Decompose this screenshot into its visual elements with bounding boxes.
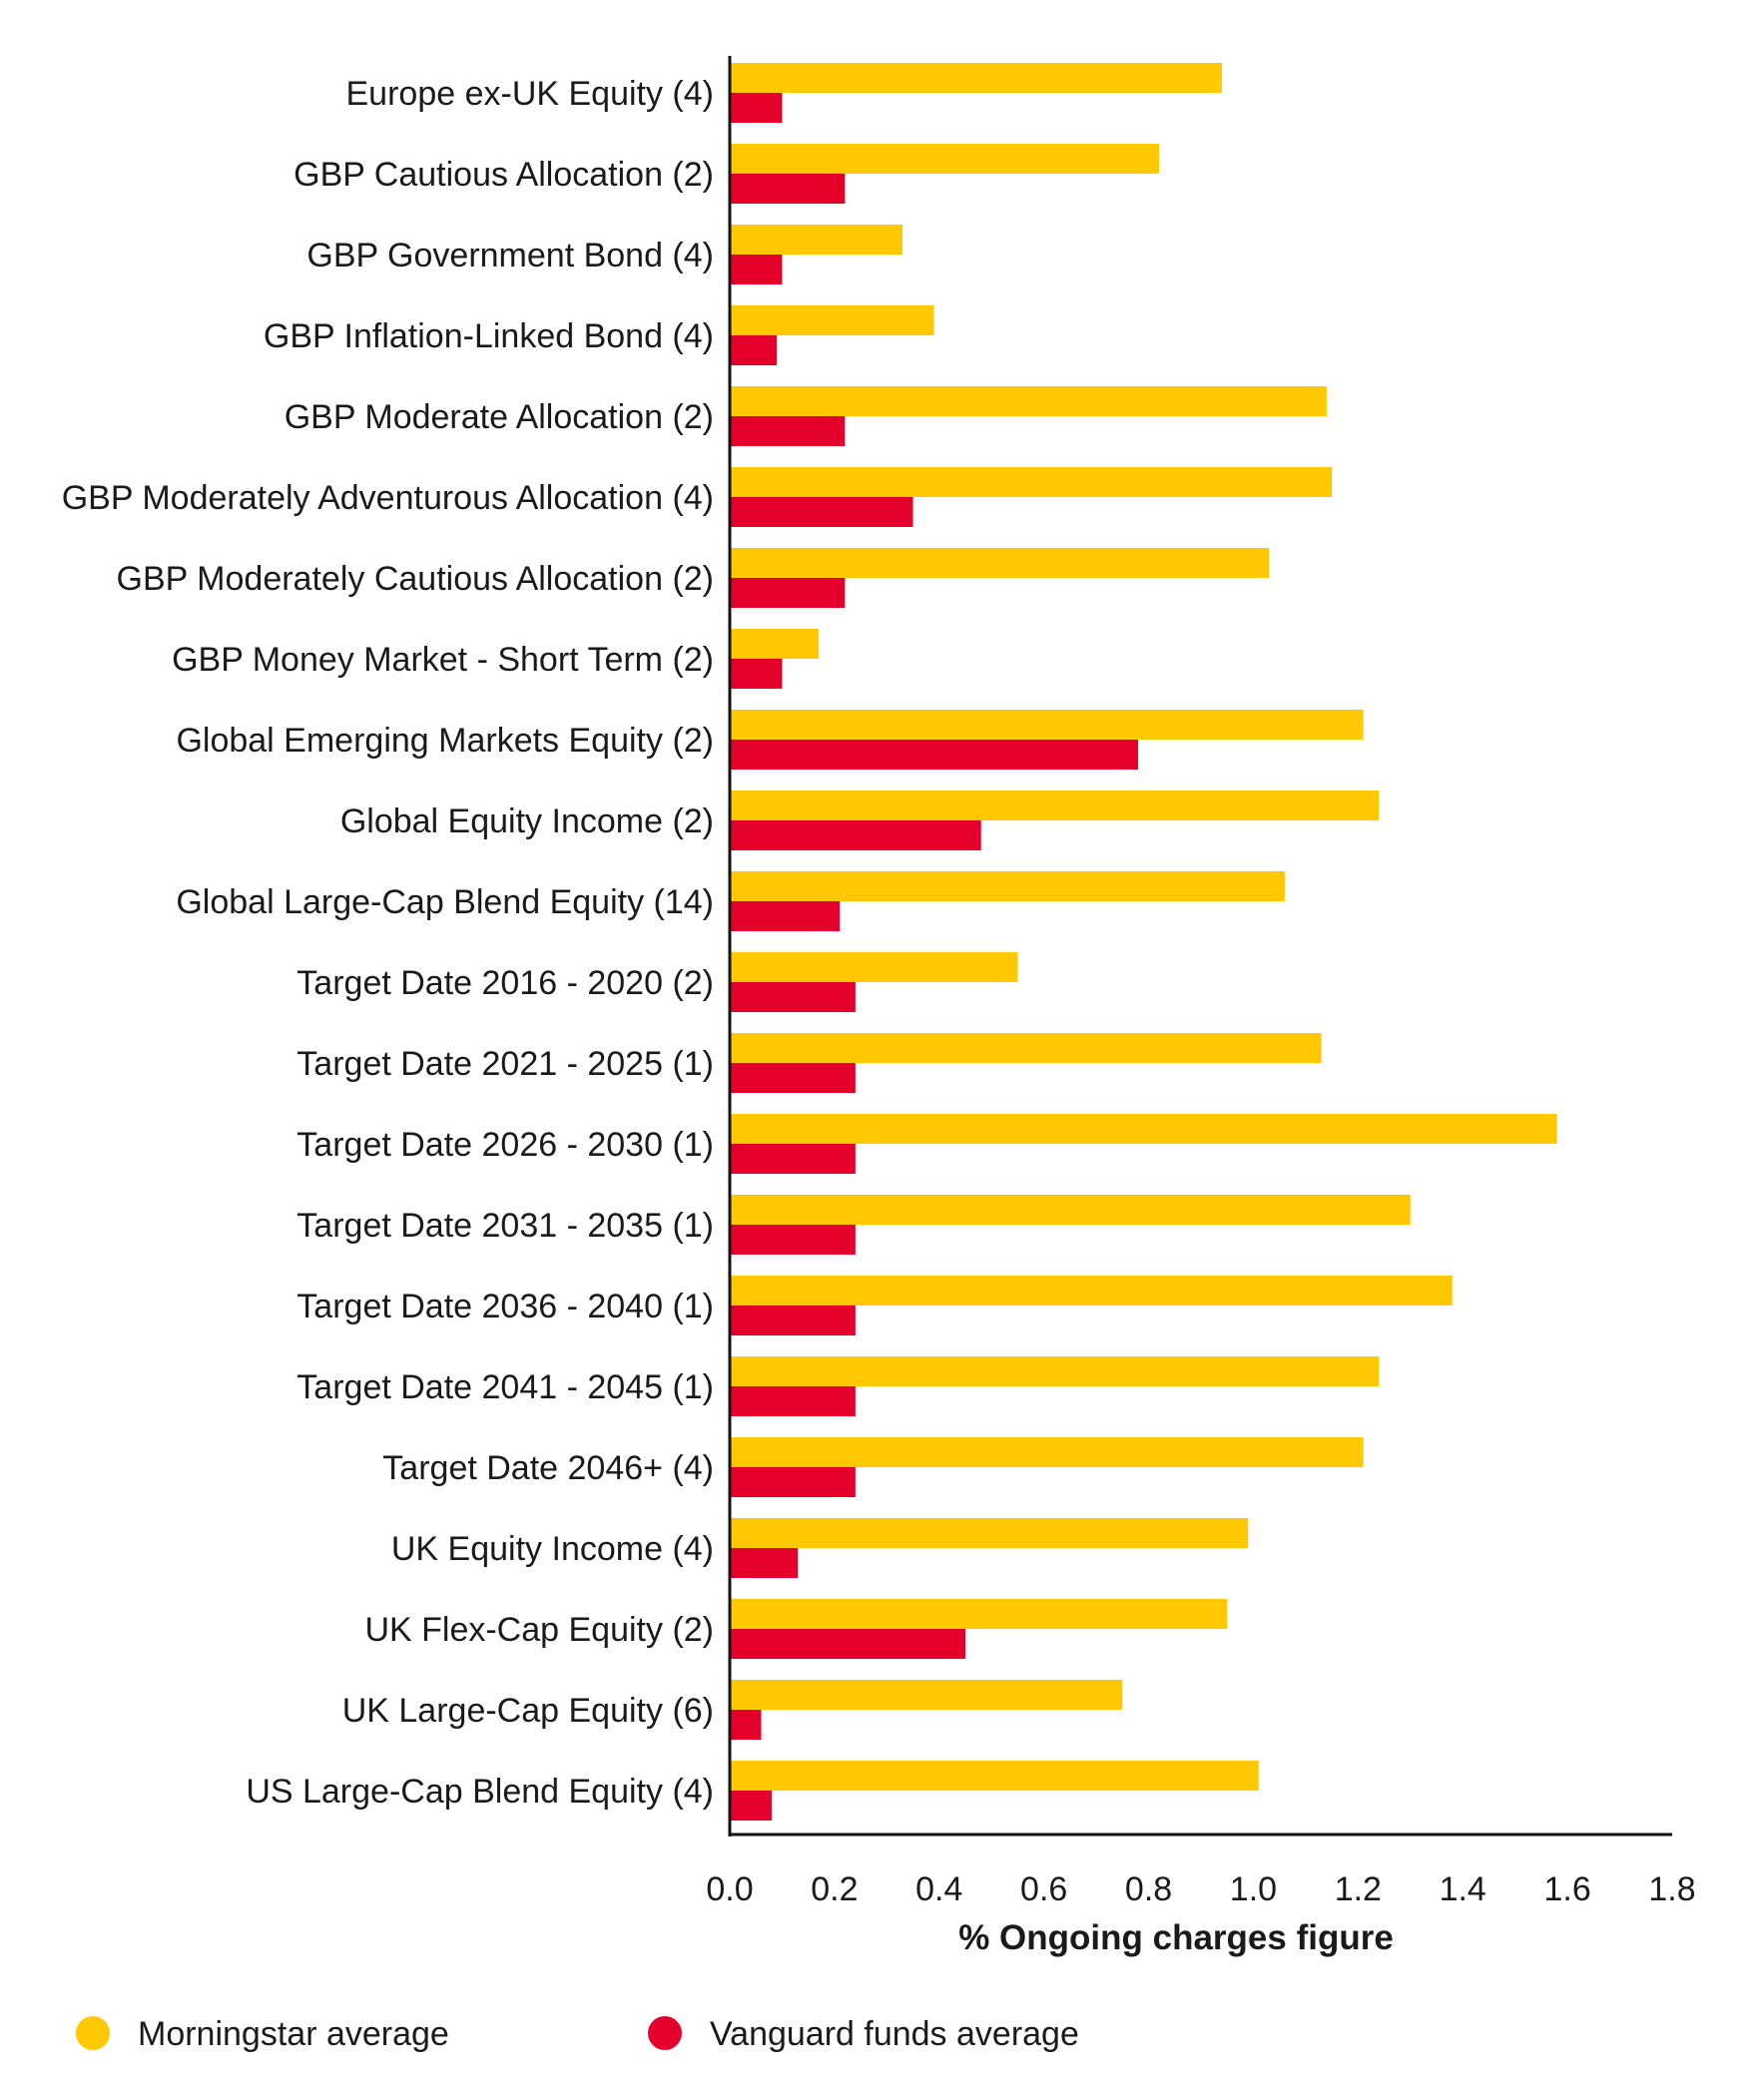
- vanguard-bar: [730, 1386, 856, 1416]
- vanguard-bar: [730, 740, 1139, 770]
- x-tick-label: 1.6: [1543, 1870, 1590, 1908]
- category-label: UK Flex-Cap Equity (2): [364, 1611, 714, 1649]
- vanguard-bar: [730, 1548, 799, 1578]
- category-label: Target Date 2036 - 2040 (1): [296, 1288, 714, 1325]
- axes: [728, 56, 1672, 1837]
- category-labels: Europe ex-UK Equity (4) GBP Cautious Allo…: [62, 75, 714, 1811]
- morningstar-bar: [730, 1276, 1453, 1306]
- category-label: Global Emerging Markets Equity (2): [176, 722, 714, 760]
- legend-label-vanguard: Vanguard funds average: [710, 2015, 1079, 2053]
- x-tick-label: 0.4: [915, 1870, 962, 1908]
- category-label: Target Date 2026 - 2030 (1): [296, 1126, 714, 1164]
- morningstar-bar: [730, 629, 820, 659]
- morningstar-bar: [730, 1680, 1123, 1710]
- morningstar-bar: [730, 1518, 1249, 1548]
- morningstar-bar: [730, 1437, 1364, 1467]
- vanguard-bar: [730, 578, 846, 608]
- x-tick-label: 0.0: [706, 1870, 753, 1908]
- category-label: Global Equity Income (2): [340, 802, 714, 840]
- x-tick-labels: 0.0 0.2 0.4 0.6 0.8 1.0 1.2 1.4 1.6 1.8: [706, 1870, 1695, 1908]
- vanguard-bar: [730, 1710, 762, 1740]
- vanguard-bar: [730, 1225, 856, 1255]
- morningstar-bar: [730, 1195, 1411, 1225]
- category-label: GBP Inflation-Linked Bond (4): [264, 317, 714, 355]
- vanguard-bar: [730, 901, 841, 931]
- x-tick-label: 1.8: [1648, 1870, 1695, 1908]
- category-label: GBP Moderately Cautious Allocation (2): [117, 560, 714, 598]
- category-label: GBP Moderately Adventurous Allocation (4…: [62, 479, 714, 517]
- vanguard-bar: [730, 982, 856, 1012]
- category-label: Target Date 2021 - 2025 (1): [296, 1045, 714, 1083]
- legend-item-vanguard: Vanguard funds average: [648, 2015, 1079, 2053]
- morningstar-bar: [730, 1356, 1380, 1386]
- vanguard-bar: [730, 1144, 856, 1174]
- vanguard-bar: [730, 1063, 856, 1093]
- vanguard-bar: [730, 93, 783, 123]
- morningstar-bar: [730, 144, 1160, 174]
- vanguard-bar: [730, 335, 778, 365]
- morningstar-bar: [730, 548, 1270, 578]
- legend-swatch-morningstar: [76, 2016, 110, 2050]
- category-label: Target Date 2041 - 2045 (1): [296, 1368, 714, 1406]
- category-label: GBP Cautious Allocation (2): [293, 156, 714, 194]
- vanguard-bar: [730, 497, 913, 527]
- category-label: GBP Moderate Allocation (2): [285, 398, 714, 436]
- legend-item-morningstar: Morningstar average: [76, 2015, 449, 2053]
- vanguard-bar: [730, 174, 846, 204]
- vanguard-bar: [730, 820, 981, 850]
- category-label: Target Date 2016 - 2020 (2): [296, 964, 714, 1002]
- morningstar-bar: [730, 1599, 1228, 1629]
- legend-swatch-vanguard: [648, 2016, 682, 2050]
- vanguard-bar: [730, 659, 783, 689]
- category-label: GBP Government Bond (4): [306, 237, 714, 274]
- category-label: UK Equity Income (4): [391, 1530, 714, 1568]
- morningstar-bar: [730, 1114, 1557, 1144]
- category-label: UK Large-Cap Equity (6): [342, 1692, 714, 1730]
- morningstar-bar: [730, 63, 1222, 93]
- bars-layer: [730, 63, 1557, 1821]
- x-tick-label: 1.0: [1230, 1870, 1277, 1908]
- category-label: Target Date 2031 - 2035 (1): [296, 1207, 714, 1245]
- legend-label-morningstar: Morningstar average: [138, 2015, 449, 2053]
- morningstar-bar: [730, 790, 1380, 820]
- morningstar-bar: [730, 710, 1364, 740]
- vanguard-bar: [730, 1467, 856, 1497]
- morningstar-bar: [730, 225, 903, 255]
- morningstar-bar: [730, 952, 1018, 982]
- vanguard-bar: [730, 255, 783, 284]
- morningstar-bar: [730, 386, 1327, 416]
- category-label: Europe ex-UK Equity (4): [346, 75, 715, 113]
- x-tick-label: 0.2: [811, 1870, 858, 1908]
- morningstar-bar: [730, 305, 934, 335]
- category-label: Global Large-Cap Blend Equity (14): [176, 883, 714, 921]
- category-label: Target Date 2046+ (4): [382, 1449, 714, 1487]
- category-label: GBP Money Market - Short Term (2): [172, 641, 714, 679]
- morningstar-bar: [730, 1761, 1259, 1791]
- vanguard-bar: [730, 1791, 772, 1821]
- x-tick-label: 0.8: [1125, 1870, 1172, 1908]
- morningstar-bar: [730, 871, 1285, 901]
- legend: Morningstar average Vanguard funds avera…: [76, 2015, 1079, 2053]
- vanguard-bar: [730, 1306, 856, 1335]
- morningstar-bar: [730, 1033, 1322, 1063]
- vanguard-bar: [730, 1629, 965, 1659]
- x-tick-label: 1.4: [1440, 1870, 1486, 1908]
- x-tick-label: 1.2: [1335, 1870, 1382, 1908]
- x-tick-label: 0.6: [1020, 1870, 1067, 1908]
- vanguard-bar: [730, 416, 846, 446]
- x-axis-title: % Ongoing charges figure: [958, 1918, 1394, 1957]
- morningstar-bar: [730, 467, 1333, 497]
- category-label: US Large-Cap Blend Equity (4): [246, 1773, 714, 1811]
